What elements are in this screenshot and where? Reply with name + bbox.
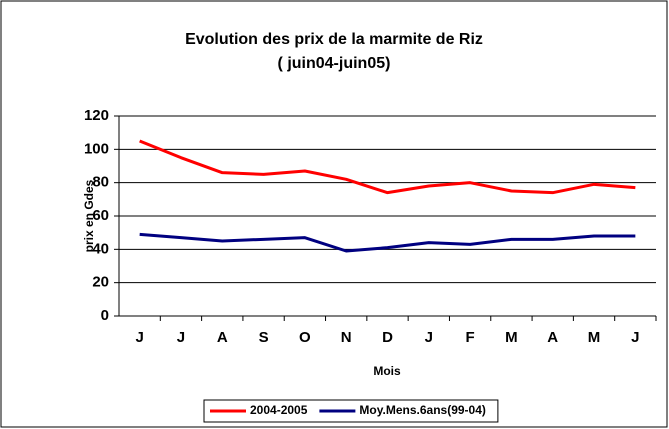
chart-title: Evolution des prix de la marmite de Riz	[185, 31, 483, 48]
x-tick-label: O	[299, 329, 311, 346]
y-tick-label: 20	[92, 274, 109, 291]
y-tick-label: 100	[84, 140, 109, 157]
x-axis-label: Mois	[373, 364, 401, 378]
x-tick-label: D	[382, 329, 393, 346]
legend-label: Moy.Mens.6ans(99-04)	[359, 403, 486, 417]
y-axis-label: prix en Gdes	[82, 179, 96, 252]
y-tick-label: 80	[92, 174, 109, 191]
x-tick-label: A	[217, 329, 228, 346]
x-tick-label: J	[135, 329, 143, 346]
legend-label: 2004-2005	[250, 403, 308, 417]
x-tick-label: J	[425, 329, 433, 346]
y-tick-label: 40	[92, 240, 109, 257]
x-tick-label: M	[505, 329, 518, 346]
series-line	[139, 232, 636, 253]
x-tick-label: A	[547, 329, 558, 346]
x-tick-label: J	[177, 329, 185, 346]
x-tick-label: N	[341, 329, 352, 346]
x-tick-label: J	[631, 329, 639, 346]
chart-subtitle: ( juin04-juin05)	[278, 55, 391, 72]
x-tick-label: F	[466, 329, 475, 346]
y-tick-label: 120	[84, 107, 109, 124]
x-tick-label: S	[259, 329, 269, 346]
x-tick-label: M	[588, 329, 601, 346]
y-tick-label: 0	[101, 307, 109, 324]
series-line	[139, 139, 636, 195]
y-tick-label: 60	[92, 207, 109, 224]
